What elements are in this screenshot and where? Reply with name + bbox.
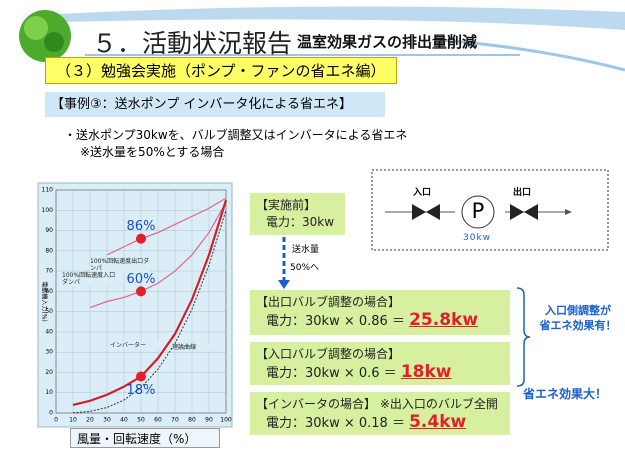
y-tick-label: 30 [45,349,53,356]
subtitle: 温室効果ガスの排出量削減 [297,33,478,51]
x-tick-label: 70 [171,417,179,424]
case-title: 【入口バルブ調整の場合】 [256,347,401,361]
y-tick-label: 90 [45,227,53,234]
series-label: 理論曲線 [172,344,212,351]
inlet-label: 入口 [413,188,432,198]
case-box: 【インバータの場合】 ※出入口のバルブ全開 電力：30kw × 0.18 ＝ 5… [250,392,510,435]
point-label: 60% [127,272,156,287]
y-tick-label: 80 [45,247,53,254]
highlight-point [136,233,146,244]
series-line [89,201,227,309]
case-formula: 電力：30kw × 0.86 ＝ [266,314,405,329]
before-title: 【実施前】 [256,198,317,212]
pump-label: P [471,199,485,223]
arrow-label: 送水量 [292,245,320,255]
y-tick-label: 40 [45,328,53,335]
pump-rating: 30kw [463,233,492,243]
case-box: 【入口バルブ調整の場合】 電力：30kw × 0.6 ＝ 18kw [250,342,510,385]
y-tick-label: 10 [45,389,53,396]
series-line [106,197,227,256]
note: 省エネ効果有！ [539,319,617,332]
x-tick-label: 50 [137,417,145,424]
x-tick-label: 20 [86,417,94,424]
before-box: 【実施前】 電力：30kw [250,193,345,235]
case-result: 18kw [400,362,452,382]
outlet-label: 出口 [513,188,532,198]
before-power: 電力：30kw [266,215,335,229]
series-line [72,199,228,406]
y-tick-label: 0 [49,410,53,417]
chart-frame [37,182,233,428]
case-title: 【インバータの場合】 ※出入口のバルブ全開 [256,397,498,411]
series-label: 100%回転速度出口ダンパ [90,258,150,272]
bullet: ・送水ポンプ30kwを、バルブ調整又はインバータによる省エネ [64,128,408,142]
note: 入口側調整が [545,304,611,317]
y-tick-label: 70 [45,268,53,275]
x-tick-label: 80 [188,417,196,424]
case-title: 【事例③：送水ポンプ インバータ化による省エネ】 [45,92,385,117]
highlight-point [136,286,146,297]
x-tick-label: 0 [54,417,58,424]
case-result: 5.4kw [409,412,467,432]
bullet: ※送水量を50%とする場合 [80,145,225,159]
x-tick-label: 30 [103,417,111,424]
case-box: 【出口バルブ調整の場合】 電力：30kw × 0.86 ＝ 25.8kw [250,290,510,335]
case-formula: 電力：30kw × 0.18 ＝ [266,416,405,431]
x-axis-label: 風量・回転速度（%） [70,428,220,448]
y-tick-label: 60 [45,288,53,295]
case-formula: 電力：30kw × 0.6 ＝ [266,366,397,381]
title: ５．活動状況報告 [92,29,293,58]
y-tick-label: 20 [45,369,53,376]
note: 省エネ効果大！ [523,387,608,401]
point-label: 86% [127,219,156,234]
series-label: 100%回転速度入口ダンパ [62,272,117,286]
x-tick-label: 90 [205,417,213,424]
plot-area [55,189,227,414]
arrow-label: 50%へ [290,263,320,273]
y-tick-label: 110 [42,187,54,194]
case-title: 【出口バルブ調整の場合】 [256,295,401,309]
x-tick-label: 40 [120,417,128,424]
series-line [72,210,227,414]
series-label: インバーター [110,342,160,349]
y-tick-label: 50 [45,308,53,315]
x-tick-label: 100 [220,417,232,424]
highlight-point [136,371,146,382]
y-tick-label: 100 [42,207,54,214]
point-label: 18% [127,383,156,398]
x-tick-label: 60 [154,417,162,424]
case-result: 25.8kw [409,310,479,330]
x-tick-label: 10 [69,417,77,424]
section-title: （３）勉強会実施（ポンプ・ファンの省エネ編） [45,57,397,84]
y-axis-label: 電動機入力(%) [41,281,49,321]
